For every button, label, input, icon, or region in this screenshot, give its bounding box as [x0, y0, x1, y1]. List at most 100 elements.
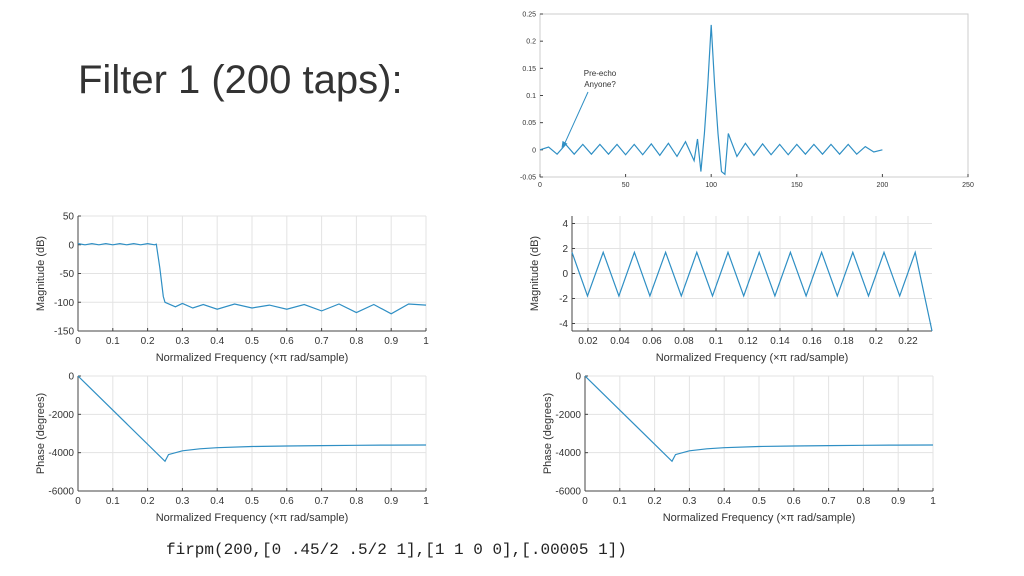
- y-tick-label: -50: [60, 269, 75, 280]
- series-line: [584, 375, 934, 463]
- annotation-arrow-head: [561, 140, 568, 148]
- x-axis-label: Normalized Frequency (×π rad/sample): [156, 352, 349, 364]
- x-tick-label: 0.9: [384, 496, 398, 507]
- y-tick-label: 0.2: [526, 39, 536, 46]
- x-tick-label: 0.9: [384, 336, 398, 347]
- x-tick-label: 0.2: [141, 496, 155, 507]
- y-axis-label: Magnitude (dB): [529, 236, 541, 311]
- x-tick-label: 0.7: [315, 496, 329, 507]
- series-line: [539, 24, 883, 176]
- x-tick-label: 0.18: [834, 336, 854, 347]
- x-tick-label: 1: [423, 336, 429, 347]
- x-tick-label: 0.14: [770, 336, 790, 347]
- x-tick-label: 0.8: [856, 496, 870, 507]
- x-tick-label: 50: [622, 182, 630, 189]
- y-tick-label: -100: [54, 298, 74, 309]
- x-tick-label: 200: [877, 182, 889, 189]
- x-tick-label: 0.4: [210, 336, 224, 347]
- series-line: [77, 242, 427, 315]
- x-tick-label: 0.08: [674, 336, 694, 347]
- annotation-arrow-line: [564, 91, 589, 145]
- y-tick-label: 0: [575, 372, 581, 383]
- x-tick-label: 0.1: [106, 336, 120, 347]
- x-tick-label: 250: [962, 182, 974, 189]
- series-line: [571, 250, 933, 332]
- x-axis-label: Normalized Frequency (×π rad/sample): [656, 352, 849, 364]
- x-tick-label: 0: [75, 336, 81, 347]
- series-line: [77, 375, 427, 463]
- x-tick-label: 0.22: [898, 336, 918, 347]
- impulse-response-chart: 0 50 100 150 200 250-0.0500.050.10.150.20.25P…: [520, 11, 974, 189]
- y-axis-label: Phase (degrees): [542, 393, 554, 474]
- x-tick-label: 1: [423, 496, 429, 507]
- x-tick-label: 0.9: [891, 496, 905, 507]
- x-tick-label: 0.7: [315, 336, 329, 347]
- passband-magnitude-chart: 0.02 0.04 0.06 0.08 0.1 0.12 0.14 0.16 0.18 0.2 0.…: [529, 216, 933, 364]
- annotation-line-2: Anyone?: [584, 80, 616, 89]
- x-tick-label: 0.5: [752, 496, 766, 507]
- x-axis-label: Normalized Frequency (×π rad/sample): [663, 512, 856, 524]
- y-tick-label: -6000: [555, 487, 581, 498]
- firpm-command: firpm(200,[0 .45/2 .5/2 1],[1 1 0 0],[.0…: [166, 541, 627, 559]
- y-tick-label: -6000: [48, 487, 74, 498]
- x-tick-label: 0.2: [869, 336, 883, 347]
- x-tick-label: 0.3: [175, 336, 189, 347]
- y-tick-label: -4000: [555, 448, 581, 459]
- x-tick-label: 0.5: [245, 496, 259, 507]
- y-tick-label: 0.1: [526, 93, 536, 100]
- x-tick-label: 0.1: [106, 496, 120, 507]
- x-tick-label: 0: [538, 182, 542, 189]
- y-tick-label: 0: [68, 372, 74, 383]
- x-tick-label: 0.12: [738, 336, 758, 347]
- y-tick-label: 0.25: [522, 11, 536, 18]
- x-tick-label: 100: [705, 182, 717, 189]
- x-tick-label: 0.8: [349, 496, 363, 507]
- x-tick-label: 0.1: [613, 496, 627, 507]
- x-tick-label: 0.6: [280, 336, 294, 347]
- y-tick-label: -150: [54, 327, 74, 338]
- phase-response-chart-left: 0 0.1 0.2 0.3 0.4 0.5 0.6 0.7 0.8 0.9 1 -6000 -4000 -…: [35, 372, 429, 525]
- x-tick-label: 0: [582, 496, 588, 507]
- slide-title: Filter 1 (200 taps):: [78, 58, 403, 102]
- x-tick-label: 1: [930, 496, 936, 507]
- y-tick-label: 4: [562, 219, 568, 230]
- y-tick-label: 50: [63, 212, 75, 223]
- x-tick-label: 0.4: [210, 496, 224, 507]
- y-axis-label: Phase (degrees): [35, 393, 47, 474]
- y-tick-label: 0: [562, 269, 568, 280]
- y-tick-label: -4000: [48, 448, 74, 459]
- x-tick-label: 0.3: [175, 496, 189, 507]
- y-tick-label: -0.05: [520, 174, 536, 181]
- x-tick-label: 0.6: [787, 496, 801, 507]
- y-tick-label: 2: [562, 244, 568, 255]
- annotation-line-1: Pre-echo: [584, 69, 617, 78]
- x-tick-label: 0.06: [642, 336, 662, 347]
- x-tick-label: 0.3: [682, 496, 696, 507]
- magnitude-response-chart: 0 0.1 0.2 0.3 0.4 0.5 0.6 0.7 0.8 0.9 1 -150 -100 -50…: [35, 212, 429, 365]
- phase-response-chart-right: 0 0.1 0.2 0.3 0.4 0.5 0.6 0.7 0.8 0.9 1 -6000 -4000 -…: [542, 372, 936, 525]
- x-tick-label: 0.1: [709, 336, 723, 347]
- x-tick-label: 0.04: [610, 336, 630, 347]
- x-tick-label: 0.7: [822, 496, 836, 507]
- x-tick-label: 0.6: [280, 496, 294, 507]
- y-tick-label: 0.05: [522, 120, 536, 127]
- x-tick-label: 0.4: [717, 496, 731, 507]
- y-tick-label: 0: [68, 240, 74, 251]
- x-tick-label: 0.2: [648, 496, 662, 507]
- x-tick-label: 0.2: [141, 336, 155, 347]
- y-tick-label: 0: [532, 147, 536, 154]
- y-tick-label: 0.15: [522, 66, 536, 73]
- x-tick-label: 0.5: [245, 336, 259, 347]
- x-axis-label: Normalized Frequency (×π rad/sample): [156, 512, 349, 524]
- y-axis-label: Magnitude (dB): [35, 236, 47, 311]
- y-tick-label: -2: [559, 294, 568, 305]
- x-tick-label: 0.8: [349, 336, 363, 347]
- x-tick-label: 0: [75, 496, 81, 507]
- y-tick-label: -2000: [555, 410, 581, 421]
- x-tick-label: 0.02: [578, 336, 598, 347]
- x-tick-label: 150: [791, 182, 803, 189]
- y-tick-label: -2000: [48, 410, 74, 421]
- plot-area: [539, 13, 969, 178]
- x-tick-label: 0.16: [802, 336, 822, 347]
- y-tick-label: -4: [559, 319, 568, 330]
